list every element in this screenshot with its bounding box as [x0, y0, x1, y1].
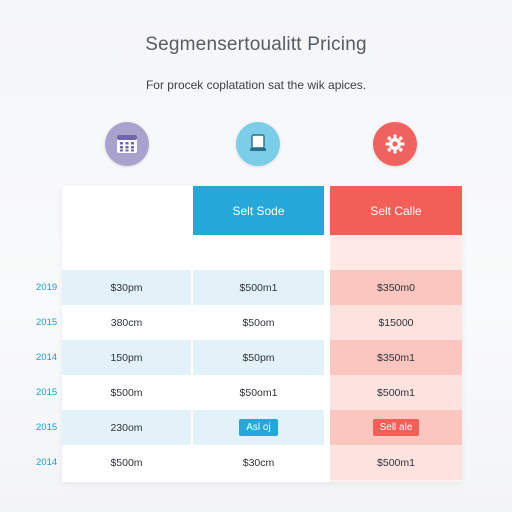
row-band: [62, 340, 462, 375]
column-header-middle: Selt Sode: [193, 186, 324, 235]
row-band: [62, 410, 462, 445]
price-cell: $350m0: [377, 281, 415, 294]
price-cell: $50om: [242, 316, 275, 329]
price-cell: 230om: [110, 421, 143, 434]
row-year: 2015: [36, 387, 58, 398]
price-cell: $50om1: [239, 386, 278, 399]
row-year: 2014: [36, 352, 58, 363]
page-subtitle: For procek coplatation sat the wik apice…: [145, 78, 367, 92]
price-cell: $500m1: [377, 456, 415, 469]
calculator-icon: [105, 122, 149, 166]
price-cell: $500m: [110, 456, 143, 469]
header-spacer-right: [330, 235, 462, 270]
page-title: Segmensertoualitt Pricing: [145, 34, 367, 55]
row-band: [62, 270, 462, 305]
row-band: [62, 305, 462, 340]
price-cell: $50pm: [242, 351, 275, 364]
row-year: 2019: [36, 282, 58, 293]
price-cell: 380cm: [110, 316, 143, 329]
column-header-right: Selt Calle: [330, 186, 462, 235]
row-year: 2015: [36, 422, 58, 433]
gear-icon: [373, 122, 417, 166]
price-cell: 150pm: [110, 351, 143, 364]
price-cell: $500m1: [377, 386, 415, 399]
price-cell: $500m: [110, 386, 143, 399]
laptop-icon: [236, 122, 280, 166]
row-band: [62, 375, 462, 410]
row-year: 2014: [36, 457, 58, 468]
plan-button-right-cell: Sell ale: [330, 410, 462, 445]
column-header-label: Selt Calle: [370, 203, 422, 218]
price-cell: $500m1: [239, 281, 278, 294]
row-year: 2015: [36, 317, 58, 328]
column-header-label: Selt Sode: [232, 203, 285, 218]
price-cell: $30pm: [110, 281, 143, 294]
select-plan-button[interactable]: Asl oj: [239, 419, 278, 436]
price-cell: $350m1: [377, 351, 415, 364]
plan-button-middle-cell: Asl oj: [193, 410, 324, 445]
select-plan-button[interactable]: Sell ale: [372, 419, 420, 436]
price-cell: $30cm: [242, 456, 275, 469]
price-cell: $15000: [378, 316, 414, 329]
row-band: [62, 445, 462, 480]
